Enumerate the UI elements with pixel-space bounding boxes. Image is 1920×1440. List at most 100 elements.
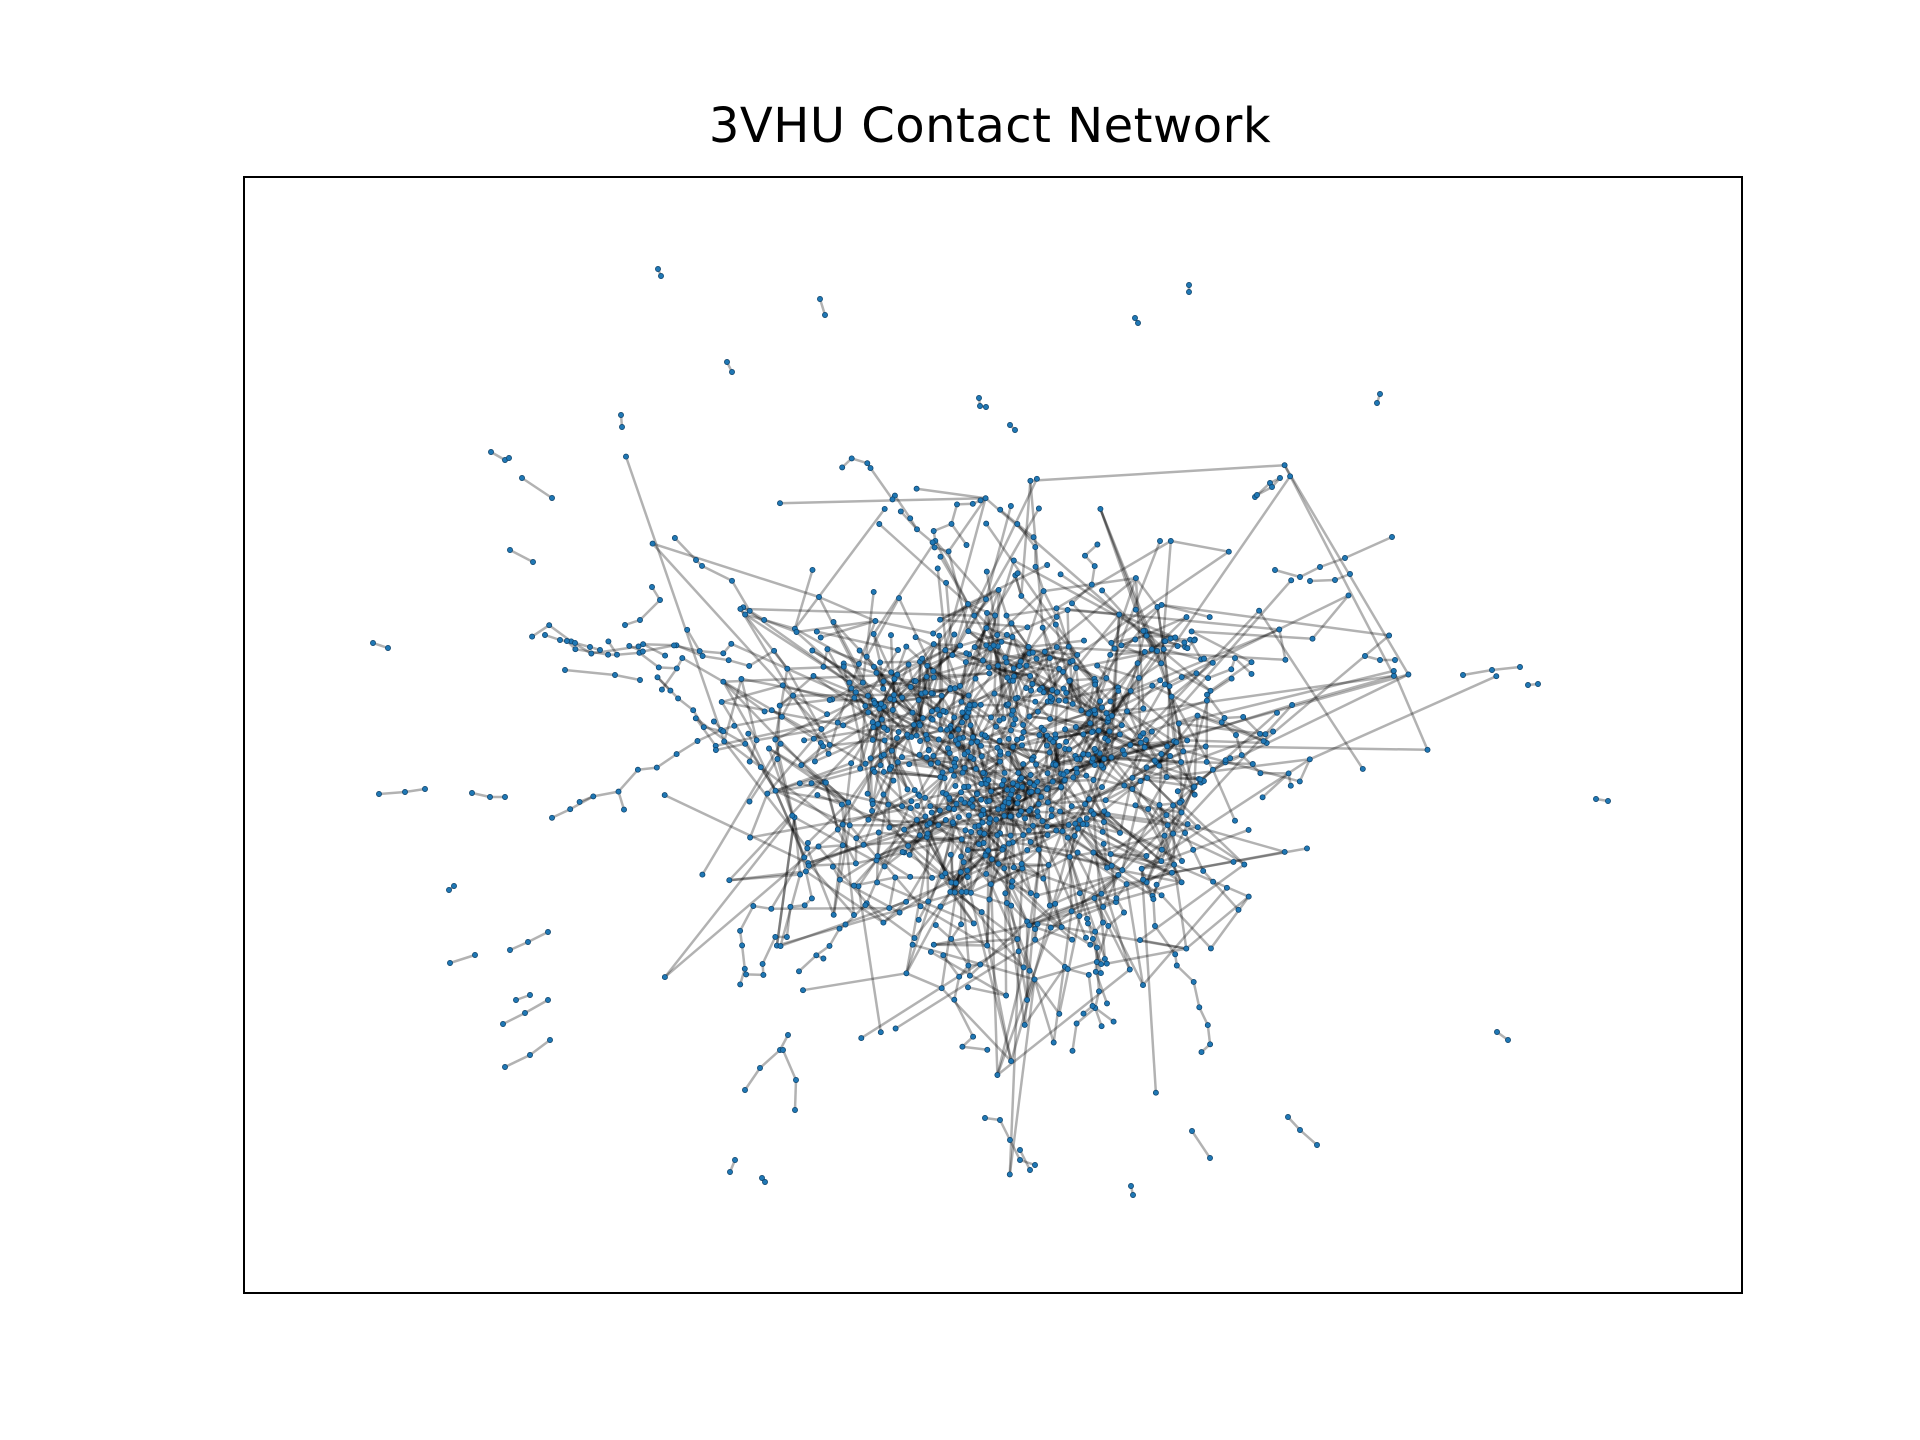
chart-title: 3VHU Contact Network <box>708 98 1272 154</box>
network-node <box>1158 858 1165 865</box>
network-node <box>768 905 775 912</box>
network-node <box>1249 761 1256 767</box>
network-node <box>1362 653 1368 659</box>
network-node <box>957 869 964 876</box>
network-node <box>1332 577 1338 583</box>
network-node <box>793 1077 799 1083</box>
network-node <box>830 911 837 918</box>
network-edge <box>949 854 957 893</box>
network-node <box>563 638 570 644</box>
network-node <box>897 508 904 515</box>
network-edge <box>1046 809 1092 828</box>
network-node <box>949 819 956 826</box>
network-edge <box>743 1067 762 1091</box>
network-node <box>545 929 551 935</box>
network-node <box>1012 427 1018 433</box>
network-node <box>983 520 990 527</box>
network-node <box>1025 827 1032 834</box>
network-node <box>930 641 937 648</box>
network-edge <box>831 681 864 701</box>
network-edge <box>807 843 864 865</box>
network-node <box>983 870 990 877</box>
network-edge <box>1013 559 1146 633</box>
network-node <box>742 611 749 618</box>
network-edge <box>1160 833 1175 862</box>
network-node <box>911 935 918 942</box>
network-edge <box>527 930 549 944</box>
network-node <box>903 643 910 650</box>
network-node <box>1121 909 1127 916</box>
network-edge <box>1054 851 1079 905</box>
network-edge <box>793 816 886 868</box>
network-edge <box>1029 715 1051 721</box>
network-node <box>1073 1020 1080 1027</box>
network-node <box>1014 521 1021 527</box>
network-node <box>1201 655 1207 662</box>
network-edge <box>1187 739 1267 745</box>
network-node <box>1052 731 1059 738</box>
network-edge <box>722 730 746 745</box>
network-edge <box>933 924 1030 946</box>
network-node <box>930 674 937 681</box>
network-edge <box>471 791 491 799</box>
network-node <box>1094 541 1101 548</box>
network-edge <box>1020 810 1057 832</box>
network-node <box>964 847 971 854</box>
network-edge <box>1134 804 1169 827</box>
network-node <box>778 713 785 720</box>
network-node <box>1005 750 1012 757</box>
network-node <box>1228 675 1235 682</box>
network-edge <box>785 906 792 938</box>
network-node <box>1181 639 1188 646</box>
network-node <box>1074 849 1081 856</box>
network-node <box>869 736 876 743</box>
network-node <box>987 881 994 888</box>
network-node <box>1347 571 1353 577</box>
network-edge <box>1091 730 1113 759</box>
network-edge <box>1101 738 1107 768</box>
network-node <box>720 728 727 735</box>
network-node <box>1228 666 1235 673</box>
network-node <box>904 786 911 793</box>
network-node <box>1030 534 1037 541</box>
network-node <box>919 655 926 662</box>
network-edge <box>1020 786 1040 850</box>
network-node <box>1056 1010 1063 1017</box>
network-node <box>839 464 846 471</box>
network-edge <box>1076 827 1113 867</box>
network-edge <box>932 741 972 758</box>
network-node <box>637 617 643 623</box>
network-node <box>862 703 869 709</box>
network-edge <box>1038 848 1112 868</box>
network-node <box>1184 821 1191 828</box>
network-node <box>1140 730 1147 737</box>
network-edge <box>1052 748 1067 764</box>
network-node <box>1110 1018 1117 1025</box>
network-edge <box>998 761 1020 798</box>
network-node <box>1134 660 1141 667</box>
network-edge <box>663 814 794 978</box>
network-node <box>980 769 987 776</box>
network-node <box>1080 1010 1087 1017</box>
network-edge <box>1462 668 1493 677</box>
network-node <box>1085 710 1092 717</box>
network-node <box>858 1035 865 1042</box>
network-node <box>1097 970 1104 977</box>
network-edge <box>759 1049 781 1069</box>
network-node <box>1061 777 1068 783</box>
network-node <box>880 768 887 775</box>
network-node <box>657 597 663 603</box>
network-node <box>914 802 921 809</box>
network-node <box>1129 786 1136 792</box>
network-edge <box>652 542 820 599</box>
network-node <box>909 941 916 948</box>
network-edge <box>916 528 934 544</box>
network-edge <box>807 862 855 916</box>
network-edge <box>954 891 1019 941</box>
network-node <box>1103 675 1110 682</box>
network-node <box>1091 895 1098 902</box>
network-edge <box>889 635 896 700</box>
network-edge <box>799 762 866 785</box>
network-edge <box>888 848 1028 910</box>
network-node <box>655 664 662 671</box>
